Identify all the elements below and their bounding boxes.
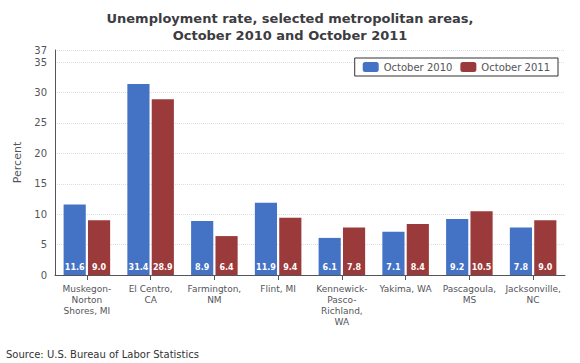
svg-text:11.9: 11.9 [256, 263, 276, 272]
svg-text:20: 20 [34, 148, 47, 159]
svg-text:Farmington,: Farmington, [188, 284, 242, 294]
svg-text:October 2010 and October 2011: October 2010 and October 2011 [173, 28, 408, 43]
svg-text:31.4: 31.4 [129, 263, 149, 272]
svg-text:Muskegon-: Muskegon- [62, 284, 111, 294]
svg-text:Kennewick-: Kennewick- [316, 284, 367, 294]
svg-text:6.4: 6.4 [219, 263, 234, 272]
svg-text:9.2: 9.2 [450, 263, 464, 272]
svg-text:El Centro,: El Centro, [129, 284, 173, 294]
svg-text:WA: WA [335, 317, 350, 327]
svg-text:25: 25 [34, 117, 47, 128]
svg-text:9.0: 9.0 [92, 263, 107, 272]
svg-text:37: 37 [34, 45, 47, 56]
svg-text:Pascagoula,: Pascagoula, [443, 284, 497, 294]
svg-text:7.8: 7.8 [347, 263, 362, 272]
svg-text:CA: CA [144, 295, 157, 305]
svg-text:8.4: 8.4 [411, 263, 426, 272]
svg-text:Yakima, WA: Yakima, WA [379, 284, 433, 294]
svg-text:8.9: 8.9 [195, 263, 210, 272]
svg-text:Jacksonville,: Jacksonville, [504, 284, 560, 294]
svg-text:October 2011: October 2011 [481, 62, 550, 73]
svg-text:9.4: 9.4 [283, 263, 298, 272]
svg-text:35: 35 [34, 57, 47, 68]
svg-text:15: 15 [34, 178, 47, 189]
svg-text:Flint, MI: Flint, MI [260, 284, 296, 294]
svg-text:0: 0 [41, 270, 47, 281]
svg-text:Shores, MI: Shores, MI [63, 306, 110, 316]
svg-text:Source: U.S. Bureau of Labor S: Source: U.S. Bureau of Labor Statistics [6, 349, 199, 360]
svg-text:NM: NM [207, 295, 222, 305]
svg-text:Norton: Norton [72, 295, 103, 305]
svg-text:Pasco-: Pasco- [327, 295, 356, 305]
svg-text:Percent: Percent [11, 141, 24, 183]
svg-text:Richland,: Richland, [321, 306, 363, 316]
svg-text:11.6: 11.6 [65, 263, 85, 272]
svg-text:7.1: 7.1 [386, 263, 401, 272]
svg-text:Unemployment rate, selected me: Unemployment rate, selected metropolitan… [106, 11, 473, 26]
svg-text:28.9: 28.9 [153, 263, 173, 272]
svg-text:6.1: 6.1 [323, 263, 338, 272]
svg-text:10.5: 10.5 [472, 263, 492, 272]
svg-text:7.8: 7.8 [514, 263, 529, 272]
svg-text:30: 30 [34, 87, 47, 98]
svg-text:MS: MS [463, 295, 477, 305]
svg-text:NC: NC [527, 295, 540, 305]
svg-text:October 2010: October 2010 [384, 62, 453, 73]
svg-text:10: 10 [34, 209, 47, 220]
svg-text:9.0: 9.0 [538, 263, 553, 272]
svg-text:5: 5 [41, 239, 47, 250]
